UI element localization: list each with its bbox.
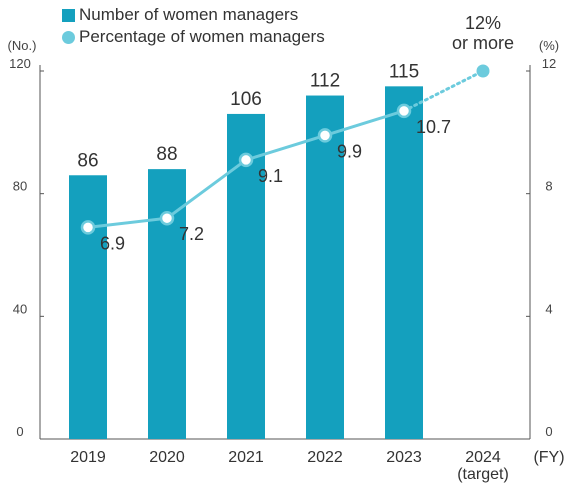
line-value-label: 9.9 [337, 141, 362, 161]
bar-value-label: 106 [230, 89, 262, 110]
y-right-tick-label: 0 [545, 424, 552, 439]
y-right-tick-label: 12 [542, 56, 556, 71]
bar-value-label: 112 [310, 71, 340, 92]
bar-value-label: 88 [156, 144, 177, 165]
legend-item-line: Percentage of women managers [62, 26, 325, 48]
line-point [159, 210, 175, 226]
line-value-label: 7.2 [179, 224, 204, 244]
line-point [80, 220, 96, 235]
line-value-label: 10.7 [416, 117, 451, 137]
legend-item-bars: Number of women managers [62, 4, 325, 26]
bar-value-label: 115 [389, 61, 419, 82]
legend-bar-label: Number of women managers [79, 5, 299, 24]
target-value-label: 12% or more [452, 13, 514, 53]
bar-value-label: 86 [77, 150, 98, 171]
line-point [238, 152, 254, 168]
y-right-unit-label: (%) [539, 38, 559, 53]
y-left-tick-label: 40 [13, 301, 27, 316]
line-point [317, 128, 333, 143]
x-tick-label: 2021 [228, 449, 264, 466]
y-left-tick-label: 120 [9, 56, 31, 71]
line-value-label: 6.9 [100, 233, 125, 253]
legend-line-label: Percentage of women managers [79, 27, 325, 46]
x-tick-label: 2019 [70, 449, 106, 466]
bar [69, 175, 107, 439]
y-right-tick-label: 8 [545, 179, 552, 194]
line-value-label: 9.1 [258, 166, 283, 186]
x-tick-label: 2024 (target) [457, 449, 509, 483]
x-tick-label: 2022 [307, 449, 343, 466]
x-tick-label: 2020 [149, 449, 185, 466]
y-left-tick-label: 80 [13, 179, 27, 194]
target-dotted-line [402, 69, 485, 113]
legend: Number of women managers Percentage of w… [62, 4, 325, 48]
x-unit-label: (FY) [533, 449, 564, 466]
y-left-tick-label: 0 [16, 424, 23, 439]
target-point [476, 64, 490, 78]
line-point [396, 103, 412, 119]
x-tick-label: 2023 [386, 449, 422, 466]
bar [385, 86, 423, 439]
bar [306, 95, 344, 440]
legend-bar-swatch [62, 8, 75, 22]
y-right-tick-label: 4 [545, 301, 552, 316]
y-left-unit-label: (No.) [8, 38, 37, 53]
legend-line-swatch [62, 30, 75, 44]
